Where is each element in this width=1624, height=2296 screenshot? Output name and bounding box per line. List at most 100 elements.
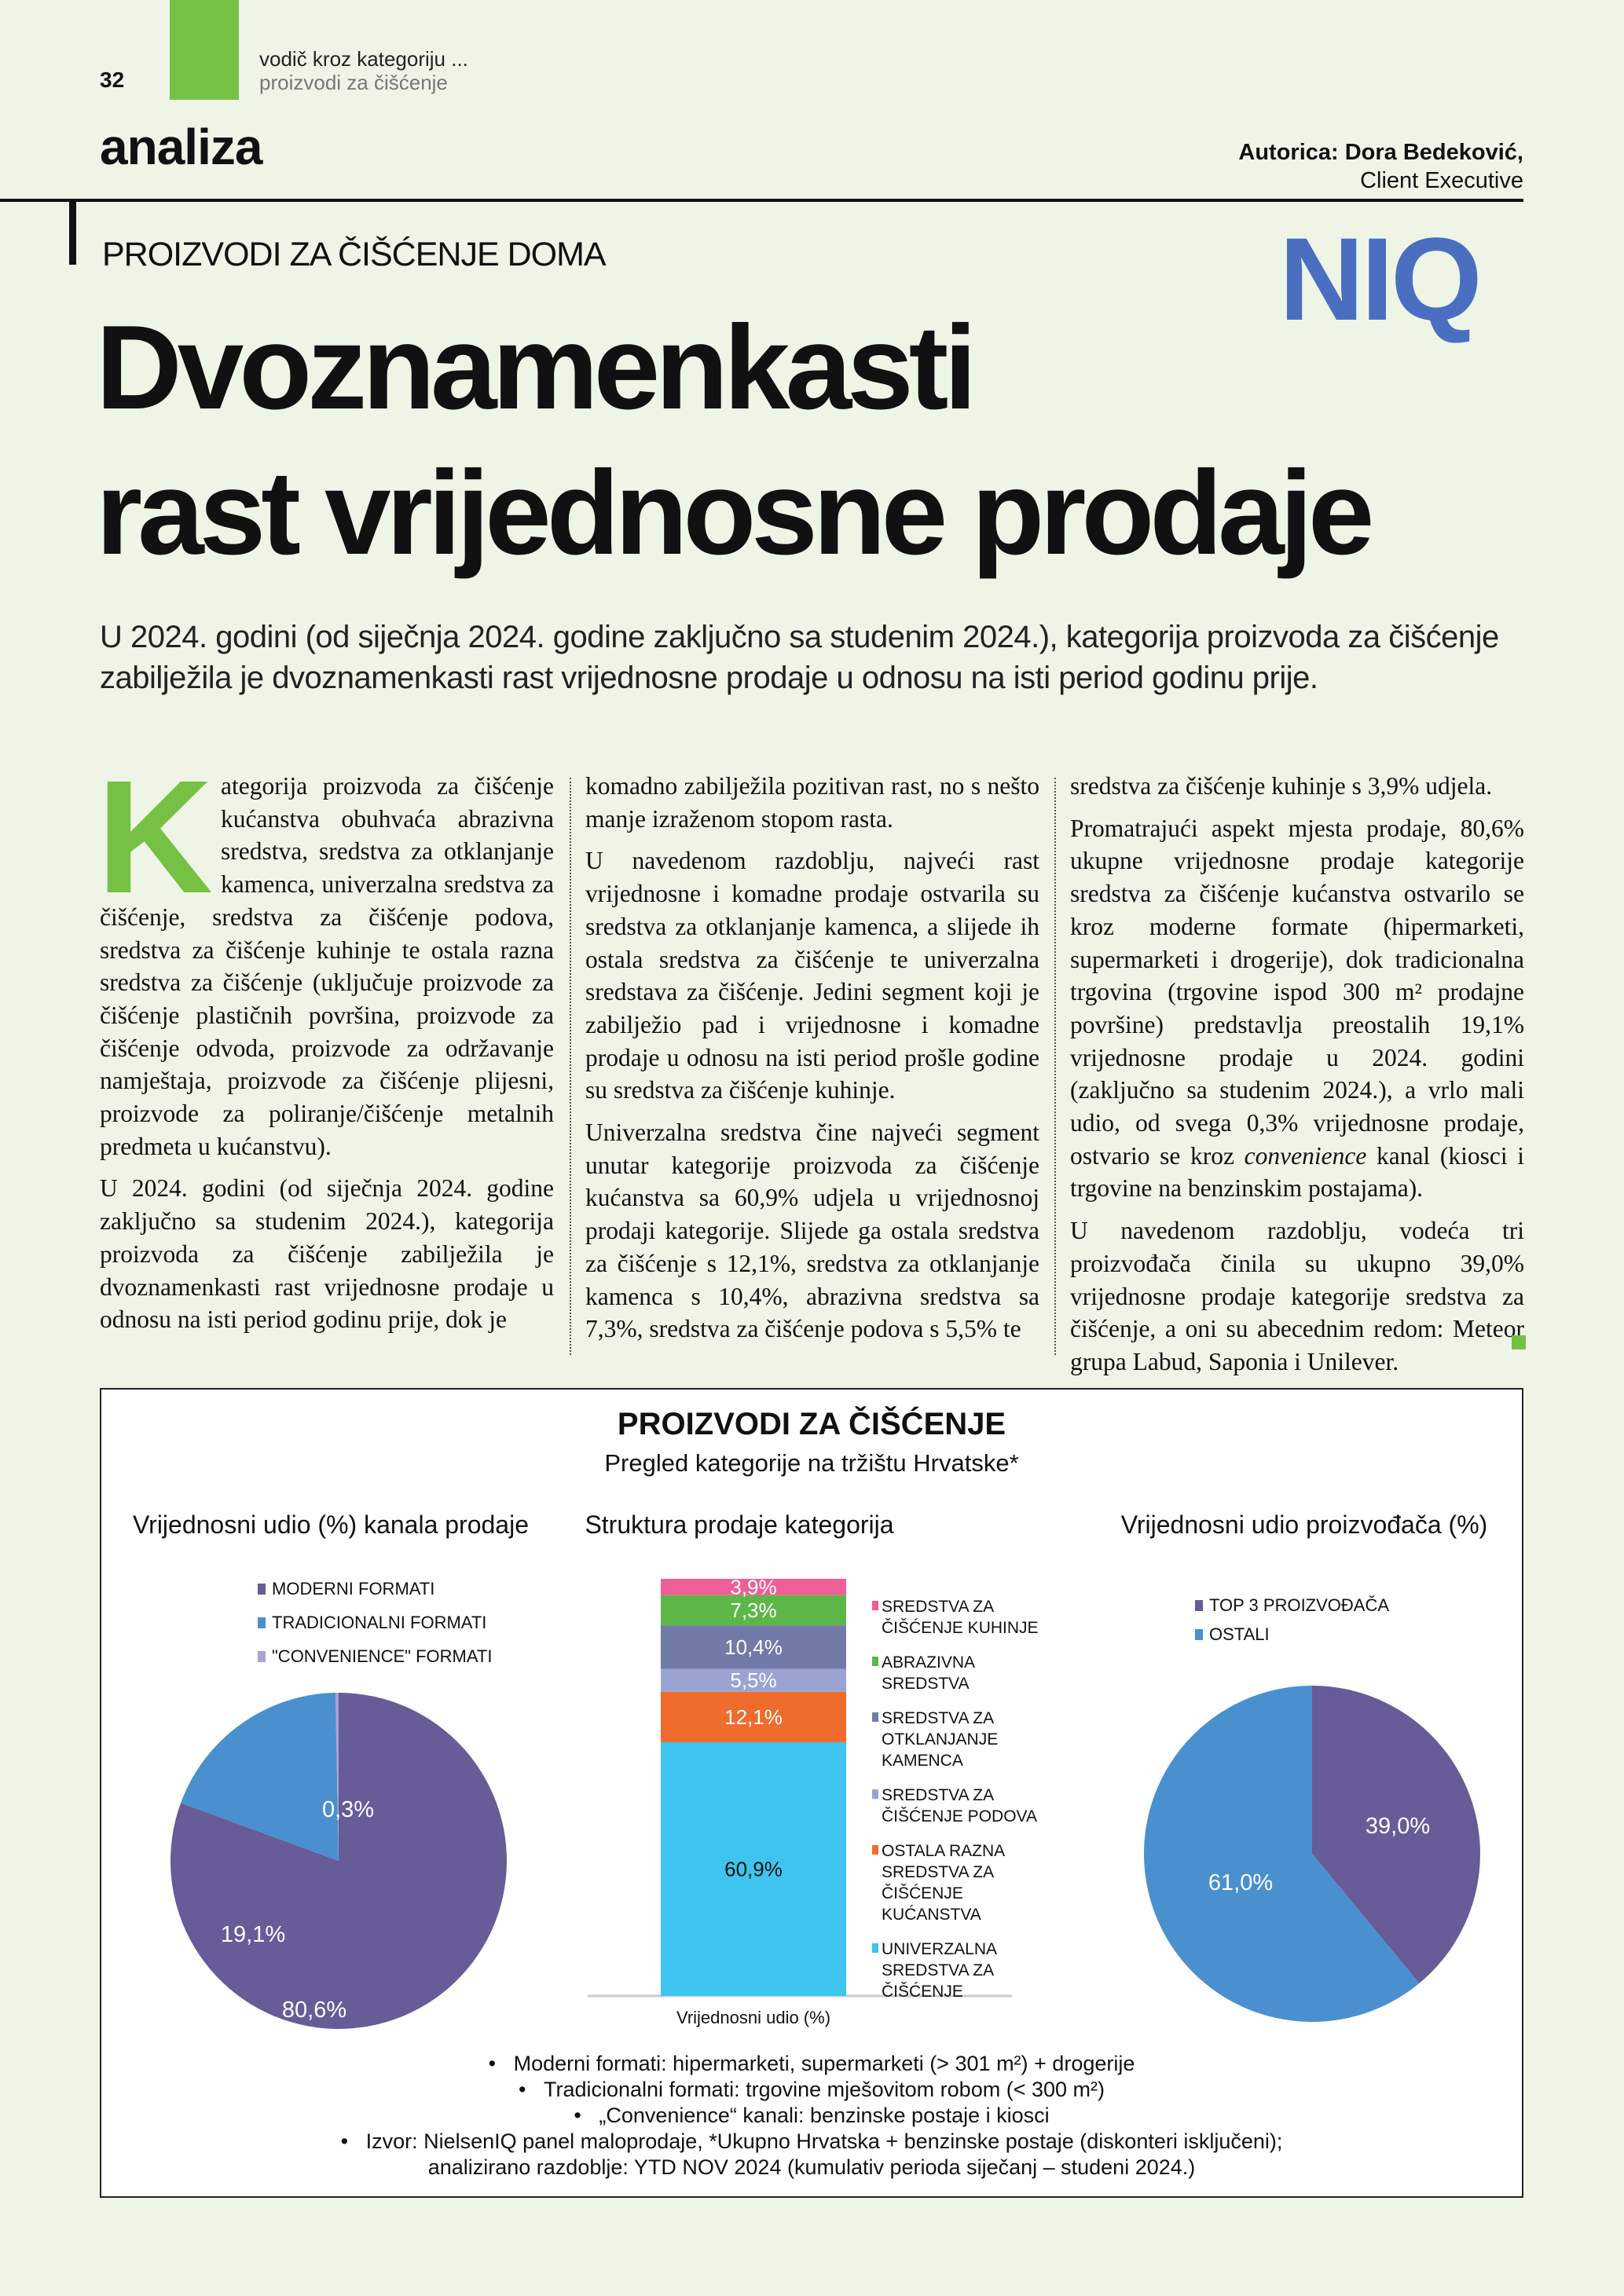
footnote: • Moderni formati: hipermarketi, superma… [101, 2052, 1522, 2076]
legend-label: "CONVENIENCE" FORMATI [272, 1646, 492, 1666]
footnote-text: „Convenience“ kanali: benzinske postaje … [599, 2104, 1050, 2127]
headline-line-1: Dvoznamenkasti [96, 301, 977, 434]
legend-swatch [872, 1789, 878, 1799]
legend-label-line: SREDSTVA ZA [882, 1709, 994, 1727]
footnote-text: Tradicionalni formati: trgovine mješovit… [543, 2078, 1105, 2101]
drop-cap: K [97, 747, 214, 927]
page-number: 32 [100, 68, 125, 92]
data-label: 3,9% [730, 1575, 776, 1598]
legend-swatch [872, 1657, 878, 1666]
data-label: 7,3% [730, 1598, 776, 1622]
pie-slice [1143, 1686, 1420, 2022]
kicker: PROIZVODI ZA ČIŠĆENJE DOMA [102, 236, 607, 273]
legend-label-line: KAMENCA [882, 1752, 963, 1770]
legend-label-line: SREDSTVA ZA [882, 1863, 994, 1881]
infographic-box: PROIZVODI ZA ČIŠĆENJE Pregled kategorije… [100, 1388, 1523, 2198]
paragraph-text: Promatrajući aspekt mjesta prodaje, 80,6… [1070, 814, 1524, 1170]
bar-segment [661, 1691, 846, 1742]
legend-label: MODERNI FORMATI [272, 1579, 434, 1598]
chart-title: Struktura prodaje kategorija [585, 1511, 893, 1539]
legend-label-line: ČIŠĆENJE [882, 1983, 963, 2001]
paragraph: sredstva za čišćenje kuhinje s 3,9% udje… [1070, 772, 1493, 800]
infographic-subtitle: Pregled kategorije na tržištu Hrvatske* [604, 1449, 1019, 1477]
data-label: 61,0% [1208, 1870, 1273, 1895]
end-mark [1512, 1335, 1526, 1349]
paragraph: komadno zabilježila pozitivan rast, no s… [585, 772, 1039, 833]
legend-label-line: ČIŠĆENJE [882, 1884, 963, 1902]
section-color-bar [170, 0, 239, 100]
legend-swatch [872, 1845, 878, 1855]
legend-swatch [872, 1712, 878, 1722]
bar-segment [661, 1625, 846, 1669]
footnote: • Tradicionalni formati: trgovine mješov… [101, 2078, 1522, 2102]
footnote: • „Convenience“ kanali: benzinske postaj… [101, 2104, 1522, 2128]
legend-label-line: OTKLANJANJE [882, 1730, 998, 1749]
section-title: vodič kroz kategoriju ... [259, 47, 468, 71]
data-label: 10,4% [724, 1635, 783, 1659]
rubric: analiza [100, 119, 262, 175]
bullet: • [340, 2129, 366, 2153]
pie-slice [181, 1693, 339, 1861]
legend-swatch [872, 1601, 878, 1610]
legend-label-line: SREDSTVA ZA [882, 1786, 994, 1804]
body-column-3: sredstva za čišćenje kuhinje s 3,9% udje… [1070, 770, 1524, 1388]
legend-swatch [872, 1943, 878, 1953]
paragraph: Promatrajući aspekt mjesta prodaje, 80,6… [1070, 812, 1524, 1205]
paragraph-text: ategorija proizvoda za čišćenje kućanstv… [100, 772, 554, 1160]
bullet: • [519, 2078, 544, 2101]
x-axis-label: Vrijednosni udio (%) [676, 2008, 830, 2027]
bullet: • [488, 2052, 514, 2075]
bullet: • [574, 2104, 599, 2127]
data-label: 5,5% [730, 1668, 776, 1692]
legend-label: TOP 3 PROIZVOĐAČA [1209, 1595, 1389, 1615]
legend-label-line: OSTALA RAZNA [882, 1842, 1005, 1860]
data-label: 12,1% [724, 1705, 783, 1729]
legend-swatch [258, 1651, 266, 1662]
bar-segment [661, 1579, 846, 1595]
legend-swatch [258, 1584, 266, 1595]
headline-line-2: rast vrijednosne prodaje [96, 446, 1374, 580]
pie-slice [1312, 1686, 1480, 1983]
legend-label: OSTALI [1209, 1624, 1270, 1644]
body-column-2: komadno zabilježila pozitivan rast, no s… [585, 770, 1039, 1355]
legend-label: SREDSTVA ZA OTKLANJANJE KAMENCA [882, 1709, 998, 1770]
header-rule [0, 199, 1523, 202]
author-role: Client Executive [1360, 168, 1523, 193]
legend-label-line: SREDSTVA ZA [882, 1961, 994, 1979]
bar-segment [661, 1668, 846, 1692]
legend-swatch [1195, 1629, 1203, 1640]
legend-label: OSTALA RAZNA SREDSTVA ZA ČIŠĆENJE KUĆANSTVA [882, 1842, 1005, 1924]
pie-slice [335, 1693, 339, 1861]
paragraph: Univerzalna sredstva čine najveći segmen… [585, 1119, 1039, 1343]
legend-label: UNIVERZALNA SREDSTVA ZA ČIŠĆENJE [882, 1940, 997, 2001]
paragraph-text: kanal (kiosci i trgovine na benzinskim p… [1070, 1141, 1524, 1203]
kicker-bar [69, 200, 76, 265]
legend-swatch [1195, 1600, 1203, 1611]
legend-label: ABRAZIVNA SREDSTVA [882, 1653, 975, 1693]
legend-label-line: ČIŠĆENJE KUHINJE [882, 1619, 1039, 1637]
data-label: 19,1% [221, 1922, 285, 1947]
legend-label-line: UNIVERZALNA [882, 1940, 997, 1958]
niq-logo: NIQ [1279, 213, 1483, 345]
legend-label: SREDSTVA ZA ČIŠĆENJE KUHINJE [882, 1598, 1039, 1637]
paragraph: U 2024. godini (od siječnja 2024. godine… [100, 1174, 554, 1334]
paragraph: U navedenom razdoblju, vodeća tri proizv… [1070, 1217, 1524, 1375]
data-label: 0,3% [322, 1797, 374, 1822]
footnote-text: Izvor: NielsenIQ panel maloprodaje, *Uku… [365, 2129, 1283, 2153]
bar-segment [661, 1741, 846, 1996]
legend-label-line: SREDSTVA [882, 1675, 970, 1693]
section-subtitle: proizvodi za čišćenje [259, 71, 448, 94]
footnote: • Izvor: NielsenIQ panel maloprodaje, *U… [101, 2129, 1522, 2154]
data-label: 39,0% [1366, 1814, 1430, 1839]
legend-label-line: KUĆANSTVA [882, 1906, 981, 1924]
legend-label-line: SREDSTVA ZA [882, 1598, 994, 1616]
legend-swatch [258, 1617, 266, 1628]
data-label: 80,6% [282, 1998, 346, 2023]
author: Autorica: Dora Bedeković, [1238, 140, 1523, 165]
footnote-text: Moderni formati: hipermarketi, supermark… [513, 2052, 1135, 2075]
legend-label: SREDSTVA ZA ČIŠĆENJE PODOVA [882, 1786, 1037, 1825]
legend-label-line: ABRAZIVNA [882, 1653, 975, 1672]
italic-term: convenience [1244, 1141, 1367, 1170]
